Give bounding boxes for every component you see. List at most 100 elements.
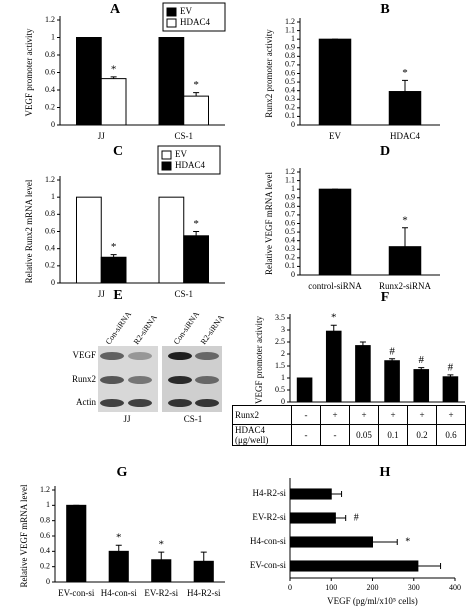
bar [384,360,400,403]
bar [325,330,342,403]
bar [355,345,371,403]
y-tick-label: 1.1 [285,175,295,184]
y-tick-label: 0.7 [285,210,295,219]
bar [100,78,127,126]
y-tick-label: 0.5 [275,385,285,394]
y-tick-label: 1 [51,192,55,201]
blot-band [168,352,192,360]
y-tick-label: 0.2 [285,103,295,112]
blot-band [100,376,124,384]
y-tick-label: 0 [46,577,50,586]
x-tick-label: H4-R2-si [187,588,221,598]
bar [289,536,373,548]
error-bar [193,92,200,97]
y-tick-label: 0.1 [285,111,295,120]
panel-label: A [110,2,121,17]
x-axis-label: VEGF (pg/ml/x10⁵ cells) [327,596,418,606]
group-label: CS-1 [184,414,203,424]
y-tick-label: 0.2 [285,253,295,262]
significance-mark: * [331,312,337,324]
y-tick-label: 0.4 [45,243,55,252]
y-tick-label: 0.4 [285,235,295,244]
significance-mark: * [193,218,199,230]
x-tick-label: 300 [408,583,420,592]
y-tick-label: 2 [281,349,285,358]
blot-band [100,399,124,407]
y-tick-label: 1.2 [285,167,295,176]
error-bar [115,544,122,552]
significance-mark: * [111,241,117,253]
panel-label: F [381,290,390,305]
table-cell: 0.1 [378,424,408,446]
y-tick-label: 1.1 [285,25,295,34]
table-cell: Runx2 [232,405,292,425]
y-tick-label: 0.8 [285,51,295,60]
y-tick-label: 1 [291,184,295,193]
bar [183,235,209,284]
y-tick-label: 3.5 [275,313,285,322]
blot-band [195,399,219,407]
legend-label: EV [175,149,187,159]
x-tick-label: 400 [449,583,461,592]
y-tick-label: 0.6 [45,67,55,76]
significance-mark: # [354,512,359,523]
y-tick-label: 0 [291,120,295,129]
error-bar [200,551,207,562]
error-bar [389,358,396,361]
blot-band [128,399,152,407]
panel-label: G [117,465,128,480]
panel-label: C [113,144,123,159]
y-axis-label: VEGF promoter activity [24,28,34,116]
band-label: Runx2 [72,374,96,384]
y-tick-label: 0 [291,270,295,279]
y-tick-label: 1 [291,34,295,43]
significance-mark: * [405,536,410,547]
y-tick-label: 0.5 [285,227,295,236]
legend-swatch [161,161,172,171]
table-cell: - [320,424,350,446]
x-tick-label: HDAC4 [390,131,421,141]
y-tick-label: 0 [281,397,285,406]
x-tick-label: 0 [288,583,292,592]
y-tick-label: EV-con-si [250,560,287,570]
y-tick-label: 0.1 [285,261,295,270]
y-tick-label: 0.5 [285,77,295,86]
bar [318,38,352,126]
y-tick-label: 0.8 [45,50,55,59]
bar [413,369,430,403]
y-tick-label: 0.9 [285,43,295,52]
y-tick-label: 0.4 [285,85,295,94]
significance-mark: * [111,63,117,75]
error-bar [359,341,366,346]
y-tick-label: 0.7 [285,60,295,69]
y-tick-label: 1.5 [275,361,285,370]
x-tick-label: control-siRNA [308,281,362,291]
error-bar [447,374,454,377]
x-tick-label: EV [329,131,341,141]
table-cell: + [378,405,408,425]
y-tick-label: 1 [46,500,50,509]
table-cell: 0.05 [349,424,379,446]
y-tick-label: 0 [51,278,55,287]
blot-band [195,352,219,360]
lane-label: Con-siRNA [172,310,201,347]
panel-label: D [380,144,390,159]
y-tick-label: 0.8 [285,201,295,210]
table-cell: - [291,405,321,425]
y-axis-label: Relative Runx2 mRNA level [24,179,34,283]
y-axis-label: Relative VEGF mRNA level [264,171,274,275]
bar [289,512,336,524]
error-bar [418,367,425,370]
y-tick-label: H4-con-si [250,536,286,546]
bar [388,246,422,276]
table-cell: + [407,405,437,425]
x-tick-label: JJ [98,131,106,141]
y-tick-label: H4-R2-si [253,488,287,498]
blot-band [168,399,192,407]
blot-band [168,376,192,384]
blot-band [128,352,152,360]
x-tick-label: EV-con-si [58,588,95,598]
significance-mark: # [419,354,425,366]
